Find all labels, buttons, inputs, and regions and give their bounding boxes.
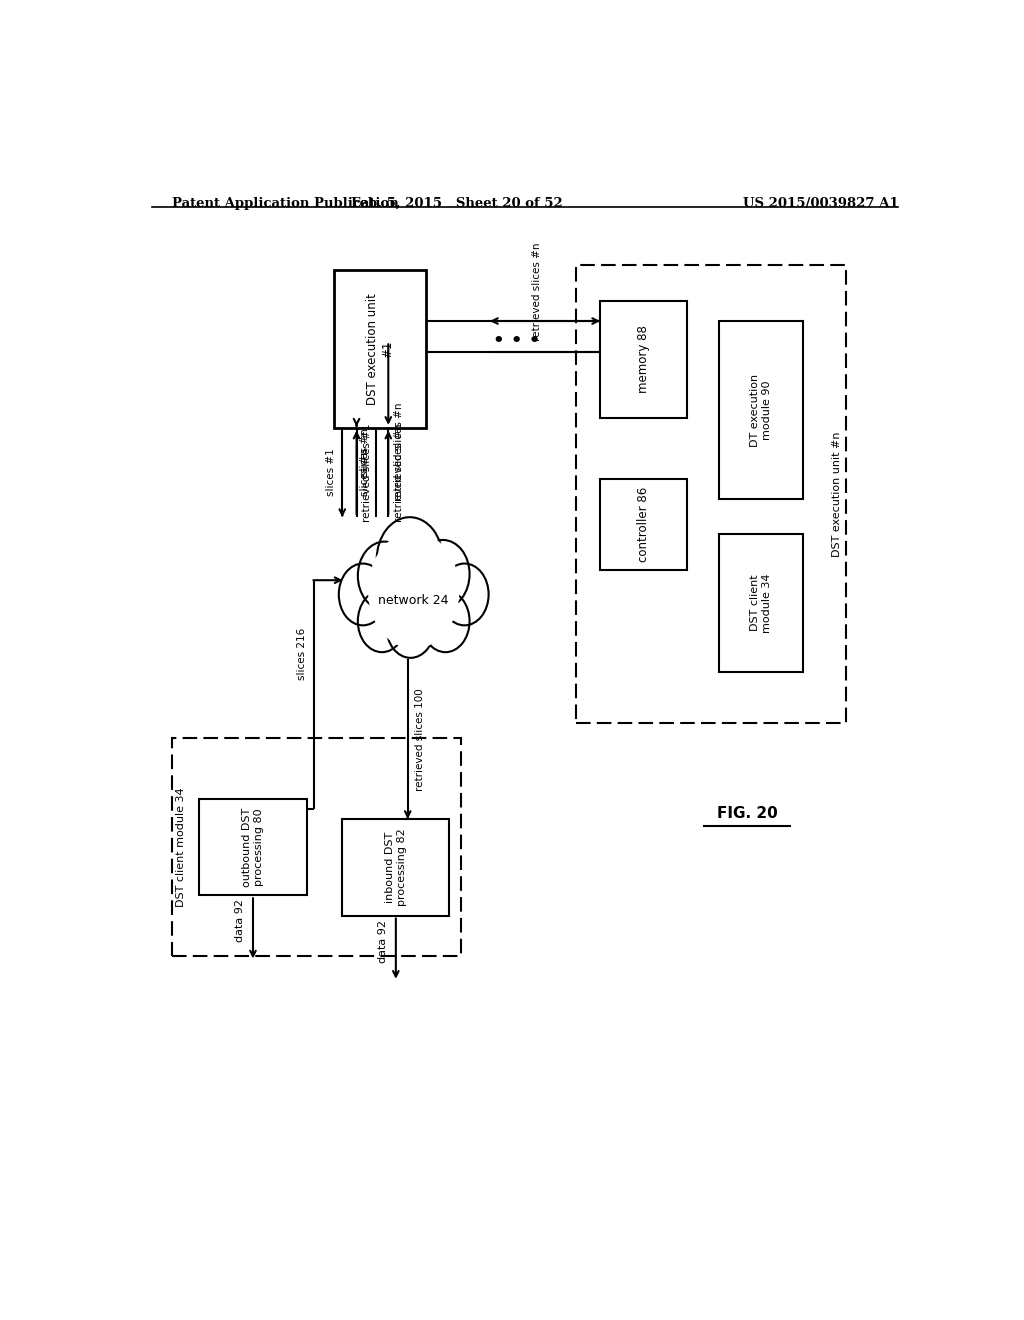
Text: network 24: network 24 — [379, 594, 449, 607]
Text: retrieved slices #1: retrieved slices #1 — [362, 424, 372, 521]
FancyBboxPatch shape — [200, 799, 306, 895]
Text: US 2015/0039827 A1: US 2015/0039827 A1 — [743, 197, 899, 210]
Text: retrieved slices #n: retrieved slices #n — [394, 403, 403, 502]
Circle shape — [421, 590, 470, 652]
FancyBboxPatch shape — [342, 818, 450, 916]
Circle shape — [339, 564, 387, 626]
Circle shape — [357, 590, 407, 652]
Text: retrieved slices #n: retrieved slices #n — [532, 243, 542, 342]
Text: slices #n: slices #n — [360, 449, 370, 496]
Text: Feb. 5, 2015   Sheet 20 of 52: Feb. 5, 2015 Sheet 20 of 52 — [351, 197, 563, 210]
Text: slices #n: slices #n — [360, 428, 370, 477]
Text: data 92: data 92 — [236, 899, 245, 942]
Text: inbound DST
processing 82: inbound DST processing 82 — [385, 829, 407, 907]
Text: retrieved slices 100: retrieved slices 100 — [415, 688, 425, 791]
FancyBboxPatch shape — [719, 535, 803, 672]
Circle shape — [440, 564, 488, 626]
Text: slices 216: slices 216 — [297, 628, 306, 680]
Text: FIG. 20: FIG. 20 — [717, 807, 777, 821]
Text: controller 86: controller 86 — [637, 487, 650, 562]
FancyBboxPatch shape — [334, 271, 426, 428]
Text: data 92: data 92 — [378, 920, 388, 962]
FancyBboxPatch shape — [719, 321, 803, 499]
Circle shape — [357, 541, 412, 610]
FancyBboxPatch shape — [600, 479, 687, 570]
Text: memory 88: memory 88 — [637, 325, 650, 393]
Circle shape — [416, 540, 470, 609]
Text: retrieved slices #n: retrieved slices #n — [394, 424, 403, 521]
Text: DST client
module 34: DST client module 34 — [751, 573, 772, 632]
Circle shape — [386, 597, 434, 657]
Text: DST client module 34: DST client module 34 — [176, 787, 186, 907]
Text: DT execution
module 90: DT execution module 90 — [751, 374, 772, 446]
Circle shape — [368, 532, 460, 649]
Text: outbound DST
processing 80: outbound DST processing 80 — [243, 808, 264, 887]
Text: DST execution unit
#1: DST execution unit #1 — [366, 293, 394, 405]
Text: Patent Application Publication: Patent Application Publication — [172, 197, 398, 210]
FancyBboxPatch shape — [600, 301, 687, 417]
Text: • • •: • • • — [494, 333, 541, 350]
Text: DST execution unit #n: DST execution unit #n — [831, 432, 842, 557]
Circle shape — [377, 517, 442, 602]
Text: slices #1: slices #1 — [326, 449, 336, 496]
